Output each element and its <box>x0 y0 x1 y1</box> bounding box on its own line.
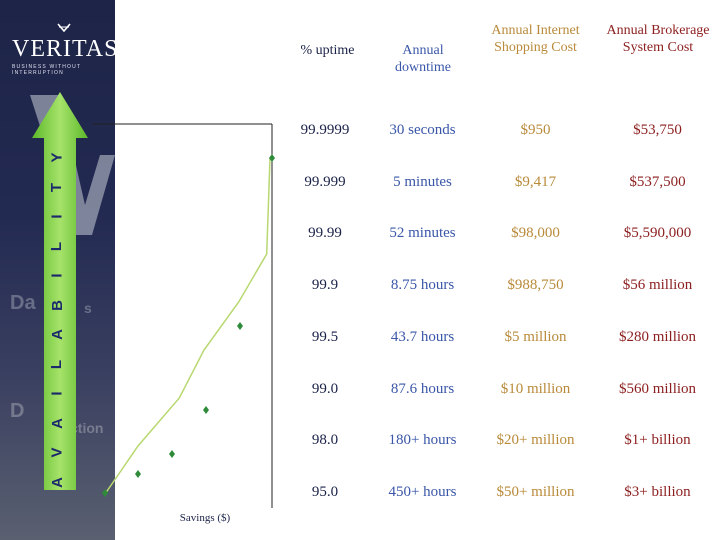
cell-brokerage-cost: $537,500 <box>629 173 686 190</box>
cell-downtime: 52 minutes <box>389 225 456 242</box>
cell-downtime: 30 seconds <box>389 122 456 138</box>
brand-mark-icon <box>57 22 71 40</box>
cell-uptime: 95.0 <box>311 483 339 500</box>
header-downtime: Annual downtime <box>395 43 451 75</box>
data-point-1 <box>135 470 141 478</box>
cell-uptime: 98.0 <box>311 432 339 449</box>
sidebar-ghost-text-2b: ction <box>70 420 104 436</box>
header-uptime: % uptime <box>300 43 355 58</box>
cell-uptime: 99.99 <box>308 225 342 242</box>
data-point-4 <box>237 322 243 330</box>
header-internet-cost: Annual Internet Shopping Cost <box>491 23 580 55</box>
cell-internet-cost: $98,000 <box>511 225 560 242</box>
cell-brokerage-cost: $1+ billion <box>624 432 691 449</box>
cell-brokerage-cost: $280 million <box>618 328 697 345</box>
sidebar-ghost-text-1: Da <box>10 292 36 314</box>
cell-brokerage-cost: $560 million <box>618 380 697 397</box>
cell-downtime: 180+ hours <box>388 432 457 449</box>
cell-brokerage-cost: $3+ billion <box>624 483 691 500</box>
cell-internet-cost: $10 million <box>500 380 571 397</box>
cell-internet-cost: $950 <box>520 122 551 138</box>
cell-downtime: 5 minutes <box>393 173 452 190</box>
cell-brokerage-cost: $53,750 <box>633 122 682 138</box>
brand-logo[interactable]: VERITAS <box>12 36 115 62</box>
cell-internet-cost: $20+ million <box>496 432 575 449</box>
data-point-3 <box>203 406 209 414</box>
data-point-2 <box>169 450 175 458</box>
cell-internet-cost: $50+ million <box>496 483 575 500</box>
x-axis-label: Savings ($) <box>179 512 231 524</box>
availability-arrow-icon <box>32 92 88 490</box>
cell-internet-cost: $988,750 <box>507 277 564 294</box>
cell-downtime: 450+ hours <box>388 483 457 500</box>
cell-downtime: 43.7 hours <box>390 328 455 345</box>
cell-uptime: 99.999 <box>304 173 346 190</box>
cell-brokerage-cost: $5,590,000 <box>623 225 692 242</box>
sidebar-ghost-text-1b: s <box>84 300 92 316</box>
sidebar-ghost-text-2: D <box>10 400 25 422</box>
cell-internet-cost: $5 million <box>504 328 567 345</box>
cell-downtime: 87.6 hours <box>390 380 455 397</box>
brand-tagline: BUSINESS WITHOUT INTERRUPTION <box>12 64 82 76</box>
cell-uptime: 99.0 <box>311 380 339 397</box>
header-brokerage-cost: Annual Brokerage System Cost <box>606 23 710 55</box>
cell-uptime: 99.9 <box>311 277 339 294</box>
data-point-5 <box>269 154 275 162</box>
data-point-0 <box>102 489 108 497</box>
cell-internet-cost: $9,417 <box>514 173 557 190</box>
cell-uptime: 99.5 <box>311 328 339 345</box>
cell-downtime: 8.75 hours <box>390 277 455 294</box>
cell-brokerage-cost: $56 million <box>622 277 693 294</box>
cell-uptime: 99.9999 <box>300 122 350 138</box>
series-line <box>104 157 271 495</box>
